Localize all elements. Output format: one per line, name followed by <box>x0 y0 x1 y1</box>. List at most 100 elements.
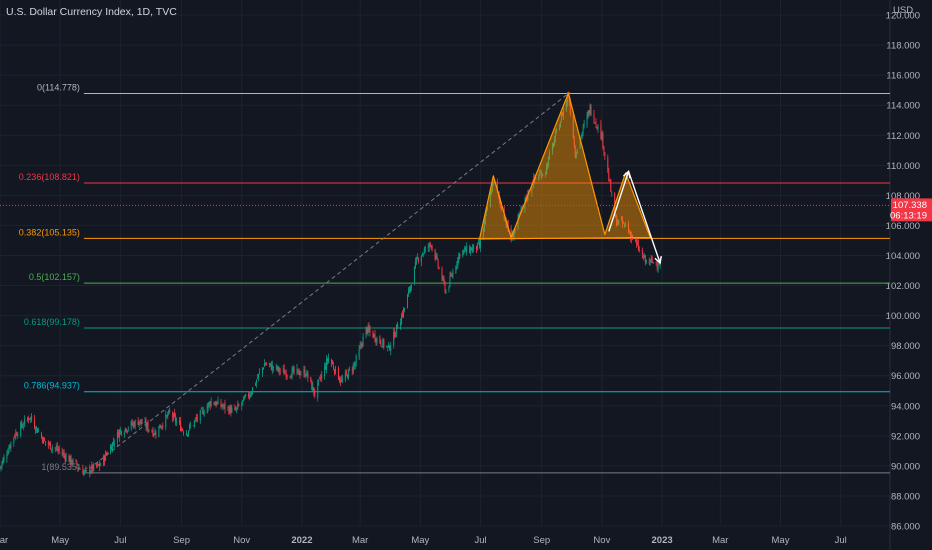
candle-body <box>396 324 398 334</box>
fib-level-label: 0.786(94.937) <box>24 381 80 391</box>
candle-body <box>458 254 460 260</box>
candle-body <box>395 334 397 337</box>
candle-body <box>565 100 567 110</box>
candle-body <box>338 378 340 381</box>
candle-body <box>583 123 585 126</box>
candle-body <box>133 422 135 427</box>
candle-body <box>643 255 645 258</box>
projection-arrow-down[interactable] <box>627 171 661 264</box>
candle-body <box>298 368 300 375</box>
candle-body <box>148 429 150 431</box>
candle-body <box>194 418 196 420</box>
candle-body <box>473 244 475 250</box>
candle-body <box>236 407 238 410</box>
candle-body <box>222 406 224 408</box>
y-tick-label: 88.000 <box>891 491 920 502</box>
x-tick-label: Jul <box>474 535 486 546</box>
candle-body <box>86 467 88 469</box>
y-tick-label: 114.000 <box>886 101 920 112</box>
candle-body <box>68 455 70 462</box>
candle-body <box>89 467 91 473</box>
candle-body <box>206 406 208 414</box>
candle-body <box>607 157 609 172</box>
y-tick-label: 102.000 <box>886 281 920 292</box>
candle-body <box>587 111 589 117</box>
candle-body <box>466 245 468 254</box>
candles <box>0 91 661 478</box>
candle-body <box>400 322 402 330</box>
candle-body <box>105 452 107 461</box>
x-tick-label: Sep <box>533 535 550 546</box>
candle-body <box>118 430 120 438</box>
x-tick-label: Mar <box>352 535 368 546</box>
fib-trend-line[interactable] <box>83 93 569 474</box>
projection-arrow-up[interactable] <box>608 171 630 232</box>
y-tick-label: 86.000 <box>891 522 920 533</box>
candle-body <box>140 419 142 423</box>
candle-body <box>15 432 17 438</box>
candle-body <box>217 400 219 405</box>
candle-body <box>264 363 266 365</box>
candle-body <box>555 129 557 132</box>
candle-body <box>106 453 108 455</box>
candle-body <box>185 433 187 436</box>
candle-body <box>110 446 112 454</box>
candle-body <box>407 289 409 295</box>
candle-body <box>237 404 239 408</box>
candle-body <box>248 393 250 397</box>
candle-body <box>258 374 260 378</box>
candle-body <box>180 421 182 431</box>
candle-body <box>103 455 105 466</box>
candle-body <box>397 325 399 329</box>
candle-body <box>321 374 323 380</box>
candle-body <box>423 249 425 254</box>
candle-body <box>652 262 654 264</box>
candle-body <box>265 364 267 366</box>
candle-body <box>477 242 479 251</box>
candle-body <box>3 456 5 461</box>
candle-body <box>375 339 377 342</box>
candle-body <box>125 429 127 432</box>
candle-body <box>616 217 618 226</box>
candle-body <box>580 136 582 138</box>
candle-body <box>93 463 95 471</box>
x-tick-label: Mar <box>0 535 8 546</box>
fib-level-label: 0.382(105.135) <box>19 227 80 237</box>
candle-body <box>76 462 78 467</box>
candle-body <box>29 418 31 420</box>
candle-body <box>40 432 42 437</box>
candle-body <box>346 374 348 378</box>
candle-body <box>428 242 430 248</box>
candle-body <box>51 447 53 450</box>
candle-body <box>333 369 335 374</box>
candle-body <box>602 132 604 148</box>
candle-body <box>404 308 406 310</box>
x-tick-label: May <box>411 535 429 546</box>
candle-body <box>124 427 126 432</box>
candle-body <box>186 434 188 436</box>
y-tick-label: 96.000 <box>891 371 920 382</box>
candle-body <box>531 184 533 193</box>
candle-body <box>483 221 485 229</box>
candle-body <box>638 249 640 251</box>
candle-body <box>361 344 363 346</box>
candle-body <box>388 344 390 348</box>
candle-body <box>152 429 154 436</box>
candle-body <box>339 379 341 383</box>
candle-body <box>542 174 544 177</box>
candle-body <box>82 468 84 475</box>
candle-body <box>181 428 183 432</box>
x-tick-label: Jul <box>114 535 126 546</box>
candle-body <box>617 222 619 226</box>
head-shoulders-pattern[interactable] <box>478 92 651 240</box>
candle-body <box>365 326 367 336</box>
candle-body <box>75 459 77 462</box>
candle-body <box>116 431 118 443</box>
candle-body <box>576 149 578 154</box>
candle-body <box>645 259 647 263</box>
candle-body <box>482 228 484 240</box>
candle-body <box>172 412 174 418</box>
candle-body <box>34 418 36 429</box>
candle-body <box>255 384 257 386</box>
